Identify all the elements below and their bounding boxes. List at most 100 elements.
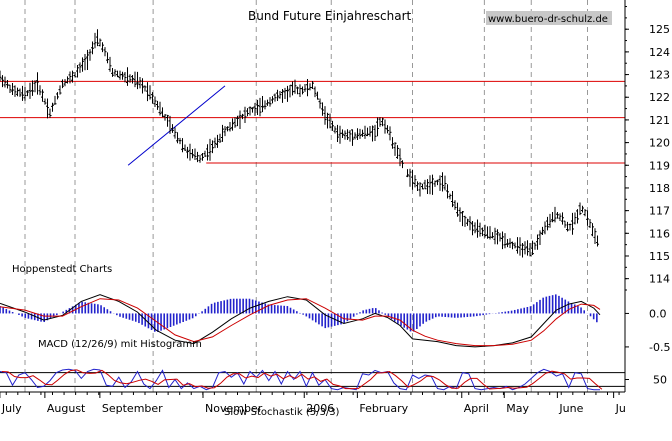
price-bar <box>36 72 39 95</box>
price-bar <box>116 70 119 78</box>
x-tick-label: November <box>205 402 263 415</box>
price-bar <box>511 241 514 250</box>
series-layer <box>0 29 603 391</box>
price-bar <box>196 151 199 163</box>
price-bar <box>581 205 584 213</box>
price-bar <box>546 216 549 231</box>
price-bar <box>233 117 237 128</box>
price-bar <box>373 124 377 141</box>
price-bar <box>158 101 162 116</box>
price-bar <box>48 108 52 118</box>
price-bar <box>561 212 564 225</box>
price-bar <box>386 125 389 134</box>
price-bar <box>43 98 47 105</box>
price-bar <box>41 89 44 102</box>
price-bar <box>491 232 494 239</box>
price-bar <box>273 93 277 102</box>
price-bar <box>533 242 537 250</box>
price-bar <box>68 71 72 84</box>
price-bar <box>88 49 92 61</box>
price-bar <box>571 212 574 235</box>
price-bar <box>176 132 179 144</box>
price-bar <box>461 210 464 227</box>
price-bar <box>253 102 257 116</box>
price-bar <box>371 125 374 142</box>
price-bar <box>256 99 259 115</box>
price-bar <box>61 79 64 89</box>
price-bar <box>353 132 357 140</box>
price-bar <box>363 125 367 139</box>
price-bar <box>286 85 289 102</box>
price-bar <box>178 137 182 145</box>
price-bar <box>183 144 187 151</box>
price-bar <box>213 137 217 149</box>
price-bar <box>81 57 84 72</box>
price-bar <box>333 126 337 134</box>
price-bar <box>566 221 569 232</box>
price-bar <box>131 75 134 84</box>
price-bar <box>358 128 362 139</box>
x-tick-label: May <box>506 402 529 415</box>
price-bar <box>576 209 579 224</box>
price-bar <box>11 83 14 95</box>
x-tick-label: July <box>1 402 22 415</box>
price-bar <box>271 96 274 104</box>
price-bar <box>496 229 499 245</box>
price-bar <box>198 154 202 163</box>
stochastic-label: Slow Stochastik (5/3/3) <box>224 407 340 418</box>
price-bar <box>433 180 437 187</box>
price-bar <box>71 70 74 83</box>
y-tick-label: 124 <box>649 46 670 59</box>
price-bar <box>551 211 554 223</box>
axis-layer: 114 115 116 117 118 119 120 121 122 123 124 125 0.0 -… <box>0 0 670 415</box>
price-bar <box>436 179 439 186</box>
price-bar <box>221 124 224 142</box>
stoch-y-tick-label: 50 <box>653 374 667 387</box>
price-bar <box>186 146 189 159</box>
price-bar <box>206 144 209 161</box>
price-bar <box>388 126 392 141</box>
price-bar <box>328 113 332 129</box>
price-bar <box>101 42 104 53</box>
price-bar <box>443 175 447 191</box>
price-bar <box>418 182 422 197</box>
price-bar <box>83 54 87 71</box>
price-bar <box>378 117 382 127</box>
price-bar <box>408 168 412 187</box>
price-bar <box>23 86 27 101</box>
price-bar <box>78 62 82 73</box>
price-bar <box>173 127 177 139</box>
price-bar <box>136 71 139 90</box>
price-bar <box>151 92 154 104</box>
macd-y-tick-label: 0.0 <box>649 307 667 320</box>
price-bar <box>171 124 174 133</box>
price-bar <box>553 206 557 223</box>
price-bar <box>236 115 239 127</box>
price-bar <box>201 153 204 161</box>
price-bar <box>3 76 7 88</box>
price-bar <box>356 128 359 141</box>
price-bar <box>563 220 567 228</box>
price-bar <box>303 84 307 92</box>
price-bar <box>451 190 454 208</box>
price-bar <box>341 129 344 139</box>
price-bar <box>391 137 394 149</box>
price-bar <box>33 80 37 93</box>
price-bar <box>106 52 109 64</box>
y-tick-label: 122 <box>649 91 670 104</box>
price-bar <box>53 95 57 105</box>
x-tick-label: 2006 <box>306 402 334 415</box>
price-bar <box>541 226 544 236</box>
price-bar <box>31 80 34 96</box>
price-bar <box>383 119 387 134</box>
price-bar <box>583 208 587 217</box>
price-bar <box>523 241 527 255</box>
price-bar <box>208 138 212 161</box>
price-bar <box>98 38 102 47</box>
price-bar <box>133 71 137 88</box>
price-bar <box>38 85 42 96</box>
price-bar <box>18 88 22 97</box>
price-bar <box>586 210 589 226</box>
price-bar <box>296 86 299 95</box>
price-bar <box>413 175 417 188</box>
